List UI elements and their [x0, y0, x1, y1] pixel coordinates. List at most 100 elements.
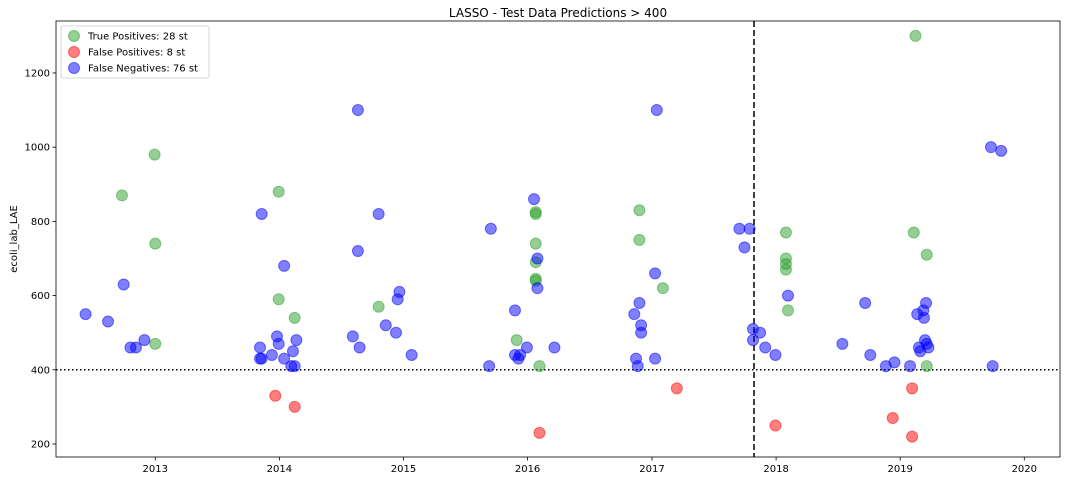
x-tick-label: 2017: [639, 464, 664, 475]
data-point: [255, 352, 268, 365]
data-point: [769, 419, 782, 432]
data-point: [389, 326, 402, 339]
data-point: [269, 389, 282, 402]
data-point: [920, 337, 933, 350]
data-point: [986, 360, 999, 373]
data-point: [836, 337, 849, 350]
data-point: [782, 289, 795, 302]
data-point: [272, 185, 285, 198]
y-tick-label: 800: [31, 217, 50, 228]
data-point: [129, 341, 142, 354]
data-point: [529, 207, 542, 220]
data-point: [529, 237, 542, 250]
y-tick-label: 200: [31, 440, 50, 451]
x-tick-label: 2015: [391, 464, 416, 475]
legend-label: False Negatives: 76 st: [88, 64, 198, 75]
x-tick-label: 2018: [763, 464, 788, 475]
data-point: [746, 334, 759, 347]
data-point: [909, 29, 922, 42]
series-2: [79, 104, 1008, 373]
y-tick-label: 400: [31, 365, 50, 376]
data-point: [531, 252, 544, 265]
legend-marker: [68, 30, 80, 42]
series-0: [115, 29, 933, 373]
data-point: [148, 148, 161, 161]
data-point: [272, 293, 285, 306]
data-point: [115, 189, 128, 202]
data-point: [278, 259, 291, 272]
legend-marker: [68, 62, 80, 74]
data-point: [528, 193, 541, 206]
data-point: [754, 326, 767, 339]
data-point: [255, 207, 268, 220]
legend-box: [60, 25, 210, 79]
data-point: [149, 237, 162, 250]
x-tick-label: 2019: [887, 464, 912, 475]
data-point: [484, 222, 497, 235]
data-point: [769, 348, 782, 361]
data-point: [117, 278, 130, 291]
data-point: [779, 263, 792, 276]
legend-label: True Positives: 28 st: [87, 32, 188, 43]
data-point: [628, 308, 641, 321]
data-point: [351, 104, 364, 117]
data-point: [510, 334, 523, 347]
data-point: [512, 352, 525, 365]
data-point: [286, 345, 299, 358]
data-point: [372, 207, 385, 220]
chart-title: LASSO - Test Data Predictions > 400: [449, 6, 667, 20]
data-point: [508, 304, 521, 317]
data-point: [906, 382, 919, 395]
data-point: [907, 226, 920, 239]
data-point: [393, 285, 406, 298]
data-point: [920, 297, 933, 310]
data-point: [633, 233, 646, 246]
data-point: [906, 430, 919, 443]
data-point: [102, 315, 115, 328]
data-point: [920, 248, 933, 261]
data-point: [984, 141, 997, 154]
data-point: [353, 341, 366, 354]
data-point: [483, 360, 496, 373]
data-point: [379, 319, 392, 332]
plot-area: 2013 2014 2015 2016 2017 2018 2019 2020 200 400 60…: [25, 20, 1061, 475]
data-point: [859, 297, 872, 310]
data-point: [649, 267, 662, 280]
data-point: [272, 337, 285, 350]
x-tick-label: 2013: [143, 464, 168, 475]
data-point: [864, 348, 877, 361]
plot-background: [56, 21, 1060, 457]
data-point: [290, 334, 303, 347]
data-point: [743, 222, 756, 235]
data-point: [548, 341, 561, 354]
data-point: [920, 360, 933, 373]
data-point: [649, 352, 662, 365]
data-point: [904, 360, 917, 373]
data-point: [138, 334, 151, 347]
data-point: [288, 360, 301, 373]
data-point: [253, 341, 266, 354]
data-points: [79, 29, 1008, 443]
data-point: [520, 341, 533, 354]
data-point: [351, 245, 364, 258]
data-point: [633, 297, 646, 310]
data-point: [670, 382, 683, 395]
data-point: [533, 360, 546, 373]
y-tick-label: 1200: [25, 68, 50, 79]
data-point: [759, 341, 772, 354]
data-point: [533, 426, 546, 439]
y-tick-label: 600: [31, 291, 50, 302]
data-point: [782, 304, 795, 317]
x-tick-label: 2016: [515, 464, 540, 475]
data-point: [372, 300, 385, 313]
data-point: [531, 282, 544, 295]
data-point: [149, 337, 162, 350]
data-point: [633, 204, 646, 217]
data-point: [733, 222, 746, 235]
legend-label: False Positives: 8 st: [88, 48, 185, 59]
data-point: [346, 330, 359, 343]
data-point: [918, 311, 931, 324]
data-point: [995, 144, 1008, 157]
